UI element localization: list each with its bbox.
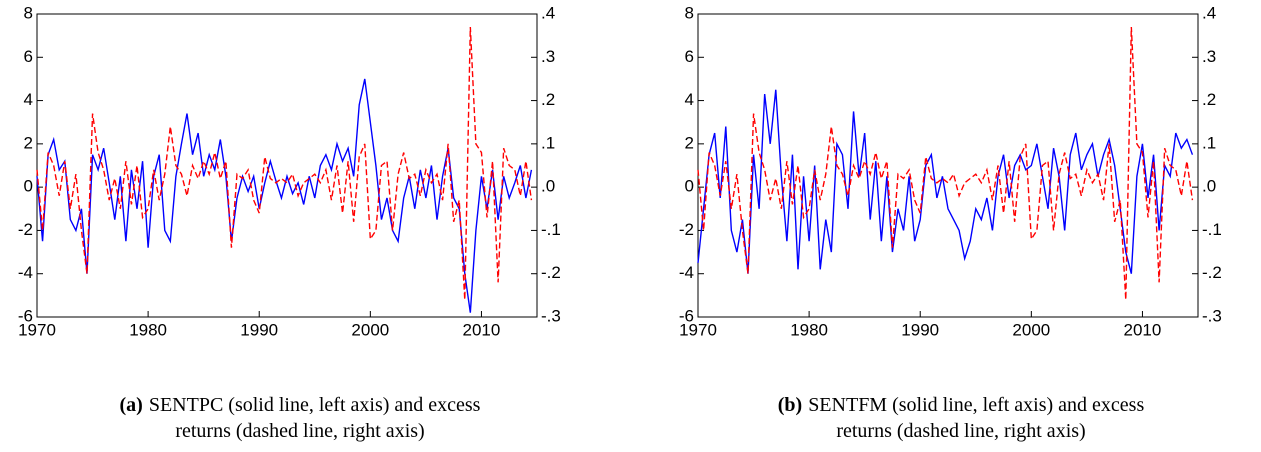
x-tick-label: 2010: [1124, 320, 1162, 339]
y2-tick-label: .1: [541, 133, 555, 152]
y2-tick-label: .4: [541, 3, 555, 22]
y-tick-label: 8: [685, 3, 694, 22]
y2-tick-label: .2: [541, 90, 555, 109]
x-tick-label: 2000: [351, 320, 389, 339]
y-tick-label: 2: [685, 133, 694, 152]
y2-tick-label: .0: [541, 177, 555, 196]
y-tick-label: -4: [18, 263, 33, 282]
caption: (a) SENTPC (solid line, left axis) and ex…: [110, 392, 490, 444]
y-tick-label: 8: [24, 3, 33, 22]
y2-tick-label: .1: [1202, 133, 1216, 152]
y-tick-label: 6: [685, 47, 694, 66]
x-tick-label: 1990: [240, 320, 278, 339]
y2-tick-label: -.3: [1202, 306, 1222, 325]
y2-tick-label: -.2: [1202, 263, 1222, 282]
caption-text: SENTPC (solid line, left axis) and exces…: [148, 394, 481, 442]
y2-tick-label: -.2: [541, 263, 561, 282]
y-tick-label: -2: [679, 220, 694, 239]
y2-tick-label: -.3: [541, 306, 561, 325]
caption-label: (a): [119, 394, 143, 416]
y-tick-label: 0: [685, 177, 694, 196]
caption: (b) SENTFM (solid line, left axis) and ex…: [771, 392, 1151, 444]
x-tick-label: 1980: [129, 320, 167, 339]
x-tick-label: 1990: [901, 320, 939, 339]
y-tick-label: 6: [24, 47, 33, 66]
y-tick-label: -2: [18, 220, 33, 239]
y2-tick-label: -.1: [1202, 220, 1222, 239]
caption-text: SENTFM (solid line, left axis) and exces…: [808, 394, 1145, 442]
series-line: [697, 26, 1194, 300]
y2-tick-label: .3: [1202, 47, 1216, 66]
series-line: [36, 78, 533, 313]
y-tick-label: 4: [685, 90, 694, 109]
x-tick-label: 1980: [790, 320, 828, 339]
x-tick-label: 1970: [679, 320, 717, 339]
caption-label: (b): [777, 394, 803, 416]
y2-tick-label: .0: [1202, 177, 1216, 196]
charts: -6 -4 -2 0 2 4 6 8 -.3 -.2 -.1 .0 .1 .2 .3 .4 1970 1980 19…: [18, 3, 1222, 339]
plot-frame: [697, 13, 1199, 318]
y-tick-label: -4: [679, 263, 694, 282]
y-tick-label: -6: [18, 306, 33, 325]
x-tick-label: 1970: [18, 320, 56, 339]
series-line: [36, 26, 533, 300]
plot-frame: [36, 13, 538, 318]
series-line: [697, 89, 1194, 274]
y2-tick-label: -.1: [541, 220, 561, 239]
y2-tick-label: .2: [1202, 90, 1216, 109]
y-tick-label: 0: [24, 177, 33, 196]
y-tick-label: -6: [679, 306, 694, 325]
x-tick-label: 2000: [1012, 320, 1050, 339]
y-tick-label: 4: [24, 90, 33, 109]
y2-tick-label: .3: [541, 47, 555, 66]
x-tick-label: 2010: [463, 320, 501, 339]
y-tick-label: 2: [24, 133, 33, 152]
y2-tick-label: .4: [1202, 3, 1216, 22]
